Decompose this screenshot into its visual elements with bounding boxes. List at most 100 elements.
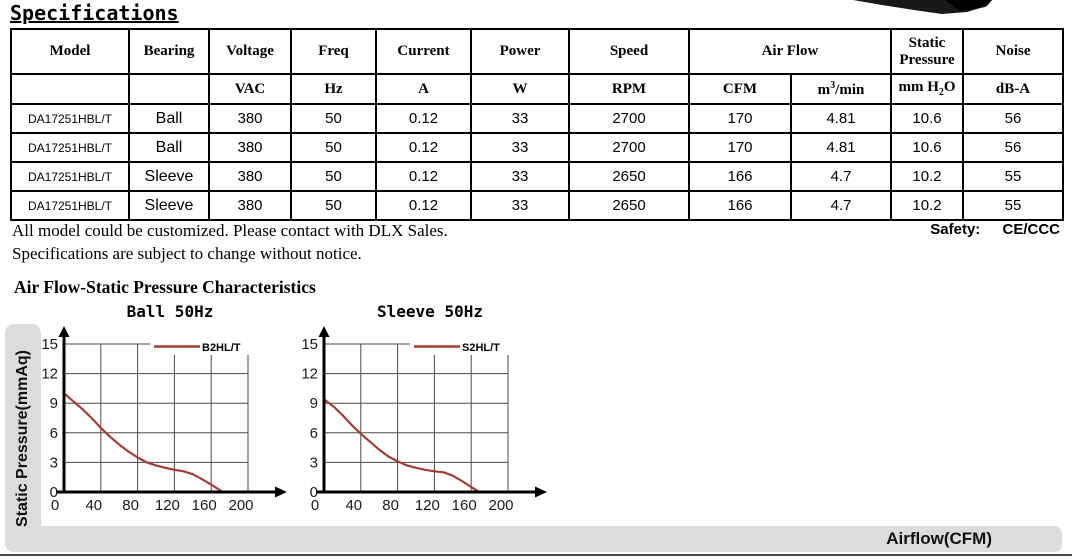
cell-freq: 50 (290, 103, 377, 134)
unit-freq: Hz (290, 73, 377, 105)
page-title: Specifications (10, 1, 179, 25)
y-tick-label: 12 (302, 366, 318, 383)
chart-sleeve-plot: S2HL/T 0 3 6 9 12 15 0 40 80 120 160 200 (302, 326, 547, 514)
cell-model: DA17251HBL/T (10, 161, 130, 192)
cell-noise: 55 (962, 190, 1064, 221)
cell-noise: 55 (962, 161, 1064, 192)
x-tick-label: 200 (228, 497, 253, 514)
fan-photo-corner-icon (853, 0, 992, 14)
y-axis-arrow (318, 326, 330, 337)
table-row: DA17251HBL/T Sleeve 380 50 0.12 33 2650 … (10, 161, 1064, 192)
col-header-static-pressure: Static Pressure (890, 28, 964, 75)
unit-airflow-cfm: CFM (688, 73, 792, 105)
cell-airflow-m3min: 4.7 (790, 161, 892, 192)
table-units-row: VAC Hz A W RPM CFM m3/min mm H2O dB-A (10, 73, 1064, 105)
legend-label: S2HL/T (462, 342, 500, 354)
col-header-speed: Speed (568, 28, 690, 75)
cell-airflow-cfm: 166 (688, 161, 792, 192)
chart-ball-50hz: Ball 50Hz B2HL/T 0 3 6 9 12 15 0 40 80 120 160 200 (42, 302, 298, 526)
cell-power: 33 (470, 161, 570, 192)
x-axis-label: Airflow(CFM) (886, 529, 992, 548)
cell-static-pressure: 10.6 (890, 103, 964, 134)
cell-voltage: 380 (208, 190, 292, 221)
table-footnotes: All model could be customized. Please co… (12, 219, 632, 266)
unit-model (10, 73, 130, 105)
cell-speed: 2700 (568, 132, 690, 163)
col-header-airflow: Air Flow (688, 28, 892, 75)
cell-airflow-m3min: 4.81 (790, 103, 892, 134)
unit-airflow-m3min: m3/min (790, 73, 892, 105)
cell-airflow-m3min: 4.7 (790, 190, 892, 221)
chart-title: Sleeve 50Hz (377, 302, 483, 321)
unit-static-pressure: mm H2O (890, 73, 964, 105)
cell-bearing: Sleeve (128, 190, 210, 221)
cell-static-pressure: 10.2 (890, 190, 964, 221)
x-tick-label: 160 (452, 497, 477, 514)
cell-speed: 2700 (568, 103, 690, 134)
safety-value: CE/CCC (1002, 221, 1060, 238)
x-axis-band: Airflow(CFM) (30, 526, 1062, 552)
cell-model: DA17251HBL/T (10, 132, 130, 163)
pressure-curve (62, 392, 222, 492)
pressure-curve (322, 398, 479, 493)
table-row: DA17251HBL/T Ball 380 50 0.12 33 2700 17… (10, 103, 1064, 134)
x-tick-label: 0 (51, 497, 59, 514)
unit-power: W (470, 73, 570, 105)
col-header-power: Power (470, 28, 570, 75)
cell-airflow-cfm: 170 (688, 132, 792, 163)
x-tick-label: 160 (192, 497, 217, 514)
bottom-divider (0, 554, 1072, 556)
y-tick-label: 3 (50, 454, 58, 471)
y-tick-label: 15 (42, 336, 58, 353)
col-header-model: Model (10, 28, 130, 75)
y-tick-label: 9 (50, 395, 58, 412)
cell-airflow-cfm: 166 (688, 190, 792, 221)
cell-speed: 2650 (568, 161, 690, 192)
footnote-line: Specifications are subject to change wit… (12, 244, 362, 264)
y-tick-label: 0 (50, 484, 58, 501)
y-axis-band: Static Pressure(mmAq) (5, 324, 41, 552)
cell-noise: 56 (962, 103, 1064, 134)
cell-bearing: Sleeve (128, 161, 210, 192)
cell-bearing: Ball (128, 103, 210, 134)
x-tick-label: 80 (122, 497, 139, 514)
y-tick-label: 6 (50, 425, 58, 442)
cell-static-pressure: 10.2 (890, 161, 964, 192)
cell-freq: 50 (290, 132, 377, 163)
cell-static-pressure: 10.6 (890, 132, 964, 163)
x-tick-label: 120 (155, 497, 180, 514)
safety-label: Safety: (930, 221, 981, 238)
col-header-freq: Freq (290, 28, 377, 75)
cell-voltage: 380 (208, 161, 292, 192)
y-axis-arrow (58, 326, 70, 337)
cell-power: 33 (470, 190, 570, 221)
x-tick-label: 40 (85, 497, 102, 514)
cell-power: 33 (470, 132, 570, 163)
cell-speed: 2650 (568, 190, 690, 221)
y-tick-label: 6 (310, 425, 318, 442)
unit-current: A (375, 73, 472, 105)
cell-voltage: 380 (208, 103, 292, 134)
section-title-airflow-characteristics: Air Flow-Static Pressure Characteristics (14, 277, 316, 297)
footnote-line: All model could be customized. Please co… (12, 221, 448, 240)
unit-noise: dB-A (962, 73, 1064, 105)
cell-current: 0.12 (375, 103, 472, 134)
safety-certification: Safety: CE/CCC (930, 221, 1060, 238)
cell-model: DA17251HBL/T (10, 190, 130, 221)
y-tick-label: 9 (310, 395, 318, 412)
y-tick-label: 12 (42, 366, 58, 383)
specifications-table: Model Bearing Voltage Freq Current Power… (10, 28, 1064, 221)
cell-voltage: 380 (208, 132, 292, 163)
col-header-noise: Noise (962, 28, 1064, 75)
cell-current: 0.12 (375, 190, 472, 221)
y-tick-label: 0 (310, 484, 318, 501)
cell-freq: 50 (290, 190, 377, 221)
unit-bearing (128, 73, 210, 105)
x-tick-label: 120 (415, 497, 440, 514)
chart-sleeve-50hz: Sleeve 50Hz S2HL/T 0 3 6 9 12 15 0 40 80 120 160 200 (302, 302, 558, 526)
x-axis-arrow (535, 486, 547, 498)
x-tick-label: 80 (382, 497, 399, 514)
chart-title: Ball 50Hz (126, 302, 214, 321)
unit-speed: RPM (568, 73, 690, 105)
